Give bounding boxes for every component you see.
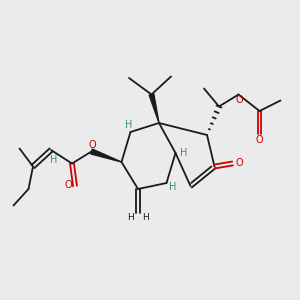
Text: H: H xyxy=(50,154,58,165)
Text: O: O xyxy=(64,179,72,190)
Text: H: H xyxy=(127,213,134,222)
Text: H: H xyxy=(142,213,149,222)
Text: H: H xyxy=(125,119,133,130)
Text: H: H xyxy=(169,182,177,193)
Polygon shape xyxy=(91,149,122,162)
Polygon shape xyxy=(149,94,159,123)
Text: O: O xyxy=(88,140,96,150)
Text: O: O xyxy=(235,95,243,105)
Text: H: H xyxy=(180,148,187,158)
Text: O: O xyxy=(235,158,243,168)
Text: O: O xyxy=(256,135,263,145)
